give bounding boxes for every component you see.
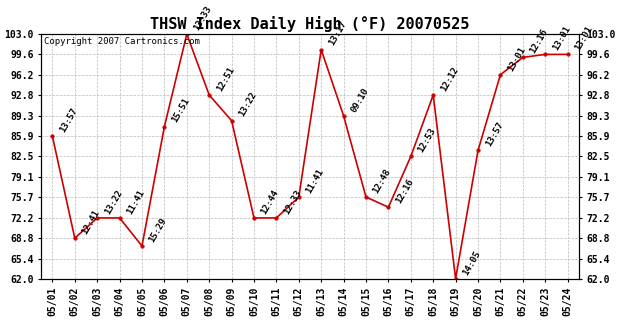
Text: 13:33: 13:33 (192, 4, 213, 32)
Text: 12:53: 12:53 (417, 126, 438, 154)
Text: Copyright 2007 Cartronics.com: Copyright 2007 Cartronics.com (44, 36, 200, 45)
Text: 13:01: 13:01 (573, 24, 595, 52)
Text: 13:57: 13:57 (484, 121, 505, 148)
Text: 11:41: 11:41 (304, 167, 326, 195)
Text: 12:51: 12:51 (215, 65, 236, 93)
Text: 09:10: 09:10 (349, 86, 370, 114)
Text: 12:16: 12:16 (528, 28, 549, 55)
Text: 12:48: 12:48 (371, 167, 393, 195)
Text: 11:41: 11:41 (125, 188, 146, 216)
Text: 13:22: 13:22 (237, 91, 259, 118)
Text: 13:01: 13:01 (551, 24, 572, 52)
Text: 12:41: 12:41 (81, 208, 102, 236)
Text: 15:29: 15:29 (148, 216, 169, 244)
Title: THSW Index Daily High (°F) 20070525: THSW Index Daily High (°F) 20070525 (150, 16, 470, 32)
Text: 13:01: 13:01 (506, 45, 527, 73)
Text: 13:57: 13:57 (58, 106, 79, 134)
Text: 14:05: 14:05 (461, 249, 482, 277)
Text: 12:44: 12:44 (260, 188, 281, 216)
Text: 15:51: 15:51 (170, 97, 191, 124)
Text: 12:16: 12:16 (394, 177, 415, 205)
Text: 12:12: 12:12 (439, 65, 460, 93)
Text: 13:17: 13:17 (327, 20, 348, 47)
Text: 12:33: 12:33 (282, 188, 303, 216)
Text: 13:22: 13:22 (103, 188, 124, 216)
